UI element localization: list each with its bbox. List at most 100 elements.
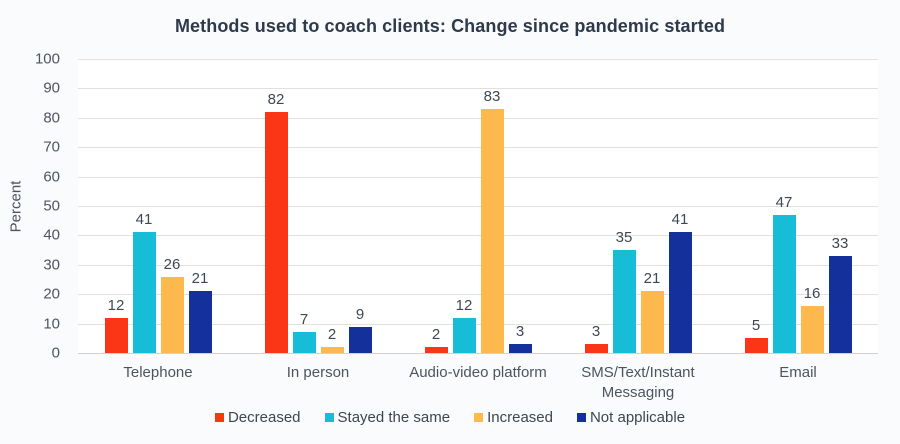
gridline — [78, 264, 878, 266]
bar — [480, 108, 504, 353]
bar-value-label: 41 — [671, 211, 689, 229]
legend-label: Increased — [487, 409, 553, 426]
gridline — [78, 294, 878, 296]
gridline — [78, 117, 878, 119]
y-tick-label: 0 — [51, 344, 60, 362]
legend-item: Stayed the same — [324, 409, 451, 426]
bar-column: 12 — [104, 59, 128, 353]
gridline — [78, 88, 878, 90]
bar-value-label: 12 — [455, 296, 473, 314]
legend-swatch-icon — [324, 413, 334, 422]
legend: Decreased Stayed the same Increased Not app… — [0, 409, 900, 426]
x-category-label: SMS/Text/Instant Messaging — [581, 364, 695, 401]
chart-title: Methods used to coach clients: Change si… — [174, 16, 726, 36]
bar-column: 5 — [744, 59, 768, 353]
bar — [320, 347, 344, 353]
y-tick-label: 10 — [43, 315, 60, 333]
legend-item: Increased — [474, 409, 553, 426]
x-category-label: Telephone — [123, 364, 193, 381]
bar-value-label: 2 — [327, 326, 337, 344]
legend-swatch-icon — [474, 413, 484, 422]
bar — [160, 276, 184, 353]
bar-value-label: 21 — [191, 270, 209, 288]
bar-group: 3 35 21 41 — [558, 59, 718, 353]
x-category-label: In person — [286, 364, 350, 381]
gridline — [78, 323, 878, 325]
bar-column: 82 — [264, 59, 288, 353]
bar-column: 26 — [160, 59, 184, 353]
y-tick-label: 70 — [43, 138, 60, 156]
bar — [104, 317, 128, 353]
bar-value-label: 5 — [751, 317, 761, 335]
bar-value-label: 35 — [615, 229, 633, 247]
legend-label: Stayed the same — [337, 409, 451, 426]
bar — [348, 326, 372, 353]
bar-column: 47 — [772, 59, 796, 353]
bar-column: 2 — [320, 59, 344, 353]
legend-label: Not applicable — [589, 409, 686, 426]
bar — [424, 347, 448, 353]
gridline — [78, 206, 878, 207]
y-axis-tick-labels: 0 10 20 30 40 50 60 70 80 90 100 — [0, 51, 70, 362]
bar — [508, 344, 532, 353]
legend-item: Decreased — [214, 409, 301, 426]
bar — [132, 232, 156, 353]
bar-value-label: 21 — [643, 270, 661, 288]
bar — [264, 111, 288, 353]
bar-column: 21 — [188, 59, 212, 353]
legend-label: Decreased — [227, 409, 301, 426]
bar-value-label: 83 — [483, 87, 501, 105]
bar-group: 82 7 2 9 — [238, 59, 398, 353]
bar-value-label: 7 — [299, 311, 309, 329]
bar-column: 35 — [612, 59, 636, 353]
y-tick-label: 90 — [43, 79, 60, 97]
x-category-label: Audio-video platform — [409, 364, 547, 381]
bar-groups: 12 41 26 21 82 7 2 9 2 12 83 3 3 35 21 41 5 47 16 33 — [78, 59, 878, 353]
bar — [828, 255, 852, 353]
bar-column: 7 — [292, 59, 316, 353]
y-tick-label: 80 — [43, 109, 60, 127]
bar-value-label: 9 — [355, 305, 365, 323]
bar-value-label: 82 — [267, 90, 285, 108]
bar-value-label: 3 — [515, 323, 525, 341]
y-tick-label: 20 — [43, 285, 60, 303]
legend-item: Not applicable — [576, 409, 686, 426]
gridline — [78, 176, 878, 178]
bar-value-label: 47 — [775, 193, 793, 211]
bar-column: 3 — [508, 59, 532, 353]
gridline — [78, 353, 878, 354]
gridline — [78, 235, 878, 237]
gridline — [78, 147, 878, 149]
bar-value-label: 33 — [831, 234, 849, 252]
bar-column: 9 — [348, 59, 372, 353]
bar — [584, 344, 608, 353]
bar-value-label: 26 — [163, 255, 181, 273]
bar-value-label: 3 — [591, 323, 601, 341]
bar — [772, 214, 796, 353]
y-tick-label: 50 — [43, 197, 60, 215]
legend-swatch-icon — [576, 413, 586, 422]
bar-value-label: 41 — [135, 211, 153, 229]
bar — [188, 291, 212, 353]
bar — [292, 332, 316, 353]
bar-column: 16 — [800, 59, 824, 353]
legend-swatch-icon — [214, 413, 224, 422]
bar-value-label: 16 — [803, 284, 821, 302]
bar-column: 41 — [668, 59, 692, 353]
y-tick-label: 100 — [34, 50, 60, 68]
x-category-label: Email — [779, 364, 817, 381]
bar — [612, 250, 636, 353]
bar-value-label: 2 — [431, 326, 441, 344]
bar-group: 2 12 83 3 — [398, 59, 558, 353]
bar — [668, 232, 692, 353]
bar-column: 3 — [584, 59, 608, 353]
bar — [640, 291, 664, 353]
bar — [800, 305, 824, 353]
bar — [744, 338, 768, 353]
gridline — [78, 59, 878, 60]
y-tick-label: 30 — [43, 256, 60, 274]
bar-column: 21 — [640, 59, 664, 353]
bar-column: 12 — [452, 59, 476, 353]
bar-column: 83 — [480, 59, 504, 353]
bar-column: 2 — [424, 59, 448, 353]
